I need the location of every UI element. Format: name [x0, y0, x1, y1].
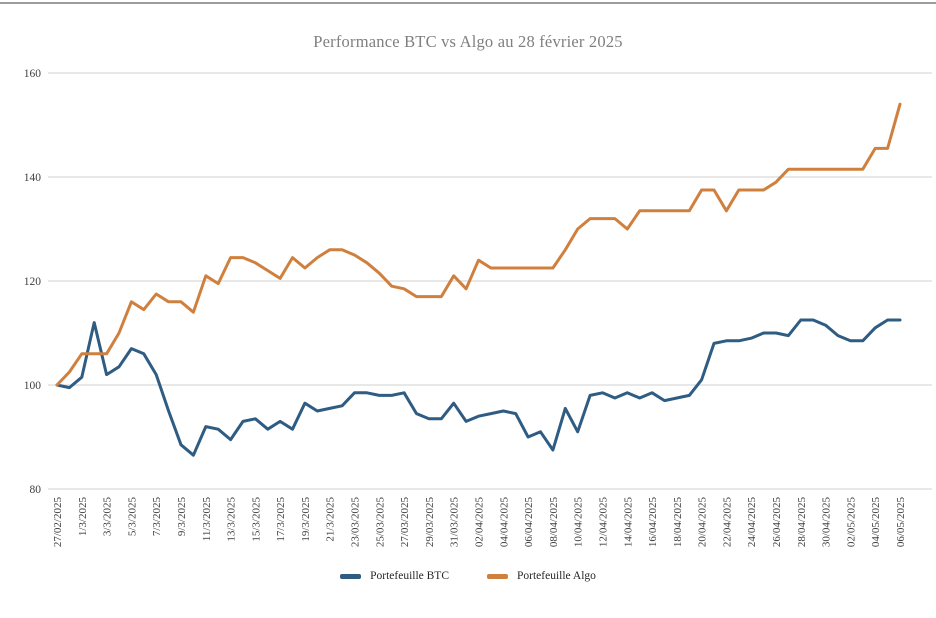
x-tick-label-7-3-2025: 7/3/2025: [151, 497, 163, 537]
x-tick-label-06-05-2025: 06/05/2025: [895, 497, 907, 548]
y-tick-label-100: 100: [24, 380, 42, 392]
x-tick-label-13-3-2025: 13/3/2025: [226, 497, 238, 542]
y-tick-label-120: 120: [24, 276, 42, 288]
x-tick-label-04-05-2025: 04/05/2025: [870, 497, 882, 548]
x-tick-label-02-04-2025: 02/04/2025: [474, 497, 486, 548]
legend-label-algo: Portefeuille Algo: [517, 570, 596, 582]
x-tick-label-14-04-2025: 14/04/2025: [622, 497, 634, 548]
x-tick-label-23-03-2025: 23/03/2025: [350, 497, 362, 548]
legend-item-portefeuille-btc: Portefeuille BTC: [340, 570, 449, 582]
series-line-btc: [55, 318, 902, 457]
x-tick-label-22-04-2025: 22/04/2025: [721, 497, 733, 548]
x-tick-label-20-04-2025: 20/04/2025: [697, 497, 709, 548]
x-tick-label-29-03-2025: 29/03/2025: [424, 497, 436, 548]
x-tick-label-1-3-2025: 1/3/2025: [77, 497, 89, 537]
x-tick-label-27-03-2025: 27/03/2025: [399, 497, 411, 548]
chart-title: Performance BTC vs Algo au 28 février 20…: [313, 32, 623, 51]
legend-item-portefeuille-algo: Portefeuille Algo: [487, 570, 596, 582]
x-tick-label-06-04-2025: 06/04/2025: [523, 497, 535, 548]
x-tick-label-10-04-2025: 10/04/2025: [573, 497, 585, 548]
x-tick-label-11-3-2025: 11/3/2025: [201, 497, 213, 542]
legend-label-btc: Portefeuille BTC: [370, 570, 449, 582]
x-tick-label-27-02-2025: 27/02/2025: [52, 497, 64, 548]
legend-swatch-algo-icon: [487, 573, 508, 579]
chart-legend: Portefeuille BTC Portefeuille Algo: [0, 570, 936, 582]
x-tick-label-28-04-2025: 28/04/2025: [796, 497, 808, 548]
y-tick-label-160: 160: [24, 68, 42, 80]
y-tick-label-80: 80: [30, 484, 42, 496]
x-tick-label-19-3-2025: 19/3/2025: [300, 497, 312, 542]
x-tick-label-15-3-2025: 15/3/2025: [250, 497, 262, 542]
x-tick-label-08-04-2025: 08/04/2025: [548, 497, 560, 548]
x-tick-label-21-3-2025: 21/3/2025: [325, 497, 337, 542]
x-tick-label-30-04-2025: 30/04/2025: [821, 497, 833, 548]
x-tick-label-16-04-2025: 16/04/2025: [647, 497, 659, 548]
top-border-rule: [0, 2, 936, 4]
x-tick-label-17-3-2025: 17/3/2025: [275, 497, 287, 542]
x-tick-label-26-04-2025: 26/04/2025: [771, 497, 783, 548]
x-tick-label-02-05-2025: 02/05/2025: [845, 497, 857, 548]
x-tick-label-5-3-2025: 5/3/2025: [126, 497, 138, 537]
x-tick-label-24-04-2025: 24/04/2025: [746, 497, 758, 548]
y-tick-label-140: 140: [24, 172, 42, 184]
x-tick-label-31-03-2025: 31/03/2025: [449, 497, 461, 548]
series-line-algo: [55, 102, 902, 387]
x-tick-label-12-04-2025: 12/04/2025: [597, 497, 609, 548]
x-tick-label-9-3-2025: 9/3/2025: [176, 497, 188, 537]
x-tick-label-25-03-2025: 25/03/2025: [374, 497, 386, 548]
x-tick-label-04-04-2025: 04/04/2025: [498, 497, 510, 548]
x-tick-label-18-04-2025: 18/04/2025: [672, 497, 684, 548]
x-tick-label-3-3-2025: 3/3/2025: [102, 497, 114, 537]
legend-swatch-btc-icon: [340, 573, 362, 579]
